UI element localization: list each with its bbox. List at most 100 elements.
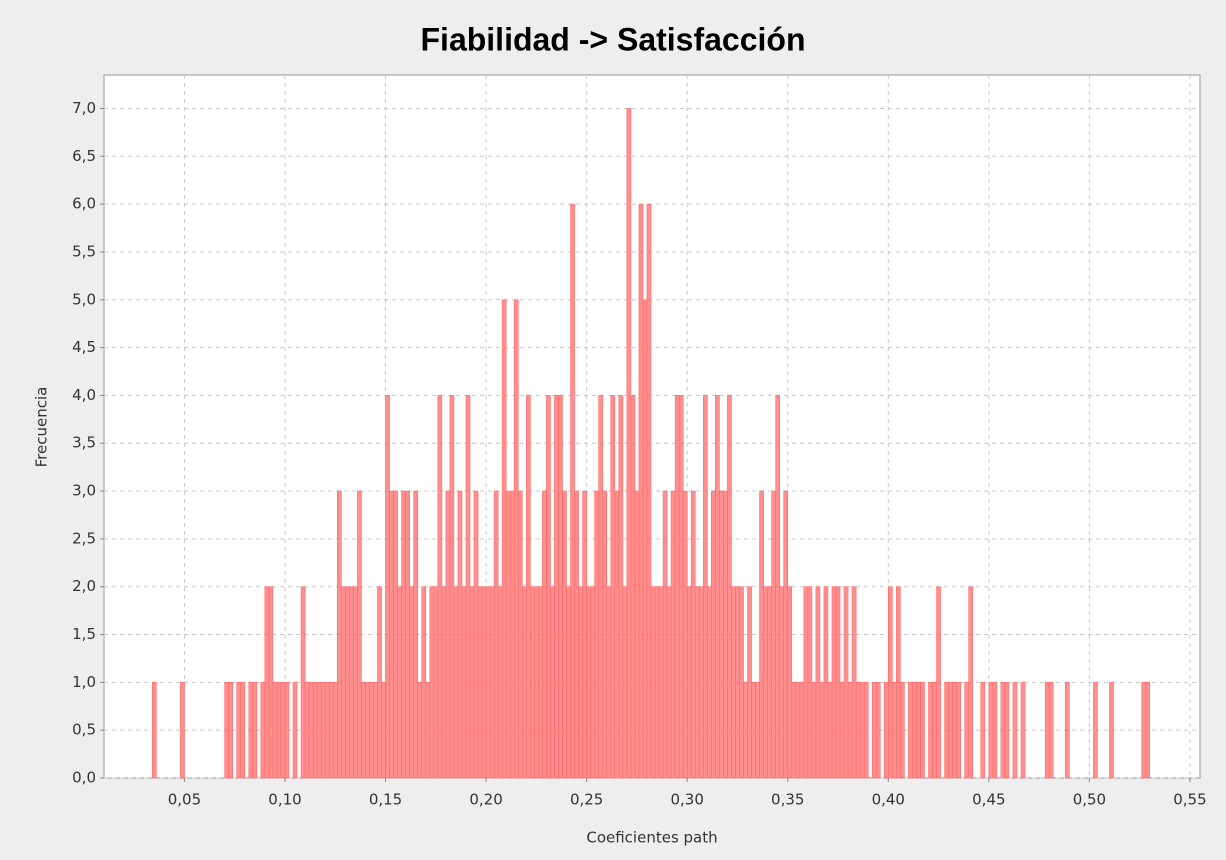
bar [912, 682, 917, 779]
bar [839, 682, 845, 779]
bar [819, 682, 825, 779]
bar [992, 682, 998, 779]
bar [823, 586, 829, 779]
y-tick-label: 2,0 [72, 577, 96, 595]
bar [437, 395, 443, 779]
bar [1109, 682, 1114, 779]
y-axis-label: Frecuencia [33, 387, 51, 468]
bar [517, 490, 523, 779]
bar [948, 682, 953, 779]
bar [276, 682, 282, 779]
bar [610, 395, 616, 779]
bar [151, 682, 157, 779]
bar [320, 682, 326, 779]
bar [385, 395, 390, 779]
bar [916, 682, 921, 779]
bar [509, 490, 515, 779]
bar [316, 682, 322, 779]
bar [715, 395, 720, 779]
y-tick-label: 4,5 [72, 338, 96, 356]
bar [743, 682, 748, 779]
bar [304, 682, 310, 779]
bar [268, 586, 274, 779]
y-tick-label: 1,5 [72, 625, 96, 643]
bar [401, 490, 406, 779]
bar [771, 490, 776, 779]
bar [779, 586, 785, 779]
bar [574, 490, 579, 779]
x-axis-label: Coeficientes path [586, 829, 717, 847]
bar [429, 586, 435, 779]
bar [908, 682, 913, 779]
bar [747, 586, 752, 779]
bar [465, 395, 471, 779]
bar [558, 395, 563, 779]
bar [707, 586, 712, 779]
bar [775, 395, 780, 779]
bar [1000, 682, 1006, 779]
bar [300, 586, 306, 779]
bar [328, 682, 334, 779]
bar [489, 586, 495, 779]
x-tick-label: 0,35 [771, 791, 804, 809]
bar [405, 490, 410, 779]
bar [928, 682, 933, 779]
bar [469, 586, 475, 779]
bar [811, 682, 817, 779]
bar [413, 490, 419, 779]
bar [505, 490, 511, 779]
bar [453, 586, 459, 779]
bar [377, 586, 382, 779]
bar [594, 490, 600, 779]
bar [586, 586, 591, 779]
bar [369, 682, 374, 779]
bar [658, 586, 664, 779]
bar [815, 586, 821, 779]
y-tick-label: 6,5 [72, 147, 96, 165]
bar [473, 490, 479, 779]
bar [433, 586, 439, 779]
y-tick-label: 2,5 [72, 529, 96, 547]
bar [240, 682, 246, 779]
bar [461, 586, 467, 779]
bar [835, 586, 841, 779]
x-tick-label: 0,20 [469, 791, 502, 809]
bar [980, 682, 986, 779]
bar [807, 586, 813, 779]
bar [1064, 682, 1070, 779]
bar [336, 490, 342, 779]
bar [618, 395, 624, 779]
bar [252, 682, 258, 779]
bar [892, 682, 897, 779]
x-tick-label: 0,30 [670, 791, 703, 809]
bar [682, 490, 688, 779]
bar [521, 586, 527, 779]
bar [759, 490, 764, 779]
bar [626, 108, 632, 779]
bar [582, 490, 587, 779]
bar [791, 682, 797, 779]
bar [666, 586, 672, 779]
bar [827, 682, 833, 779]
bar [932, 682, 937, 779]
bar [1020, 682, 1026, 779]
bar [417, 682, 423, 779]
y-tick-label: 5,0 [72, 290, 96, 308]
y-tick-label: 7,0 [72, 99, 96, 117]
x-tick-label: 0,55 [1173, 791, 1206, 809]
bar [457, 490, 463, 779]
bar [859, 682, 865, 779]
x-tick-label: 0,15 [369, 791, 402, 809]
bar [578, 586, 583, 779]
bar [694, 586, 700, 779]
bar [449, 395, 455, 779]
bar [686, 586, 692, 779]
bar [638, 203, 644, 779]
bar [875, 682, 881, 779]
bar [883, 682, 889, 779]
bar [727, 395, 732, 779]
bar [952, 682, 957, 779]
bar [1048, 682, 1054, 779]
bar [698, 586, 704, 779]
bar [1093, 682, 1098, 779]
